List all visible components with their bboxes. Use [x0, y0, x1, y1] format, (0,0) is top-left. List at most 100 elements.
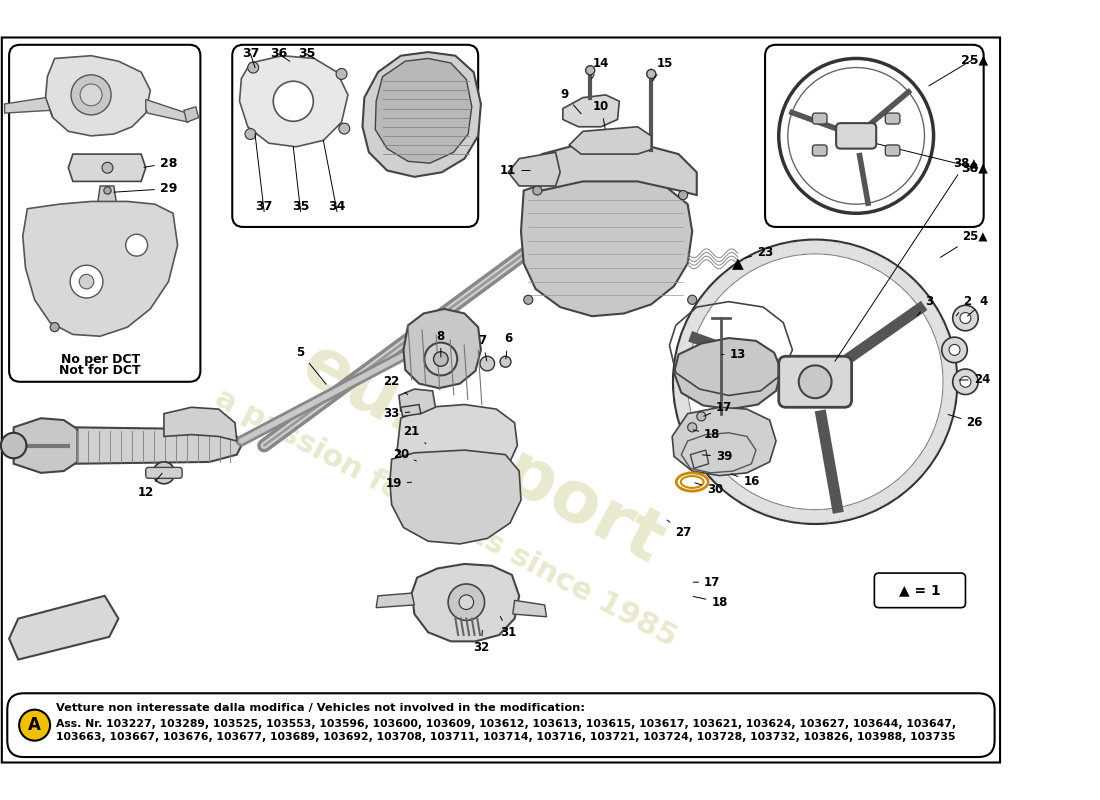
Polygon shape [936, 334, 952, 349]
Text: No per DCT: No per DCT [60, 353, 140, 366]
FancyBboxPatch shape [8, 694, 994, 757]
Text: a passion for parts since 1985: a passion for parts since 1985 [210, 384, 682, 653]
Polygon shape [889, 480, 906, 498]
Polygon shape [23, 202, 177, 336]
Text: 26: 26 [948, 414, 982, 430]
Text: Vetture non interessate dalla modifica / Vehicles not involved in the modificati: Vetture non interessate dalla modifica /… [56, 703, 585, 714]
Text: 18: 18 [693, 428, 720, 441]
Circle shape [942, 337, 967, 362]
Polygon shape [68, 154, 145, 182]
Text: 15: 15 [652, 57, 673, 81]
Polygon shape [521, 177, 692, 316]
Text: ▲ = 1: ▲ = 1 [899, 583, 940, 598]
Text: 14: 14 [592, 57, 609, 79]
Circle shape [248, 62, 258, 73]
Circle shape [448, 584, 484, 621]
FancyBboxPatch shape [813, 145, 827, 156]
Circle shape [585, 66, 595, 75]
Polygon shape [45, 56, 151, 136]
Polygon shape [164, 407, 236, 441]
Polygon shape [240, 56, 348, 146]
FancyBboxPatch shape [232, 45, 478, 227]
Polygon shape [676, 404, 691, 418]
Polygon shape [906, 464, 923, 482]
Polygon shape [513, 600, 547, 617]
Text: 38▲: 38▲ [961, 162, 988, 174]
Text: 5: 5 [296, 346, 326, 384]
Polygon shape [767, 246, 782, 261]
Polygon shape [926, 436, 943, 452]
Circle shape [480, 356, 495, 371]
Polygon shape [779, 506, 793, 521]
Circle shape [949, 345, 960, 355]
Polygon shape [913, 291, 931, 308]
Text: 20: 20 [393, 448, 417, 461]
Polygon shape [859, 498, 874, 514]
Polygon shape [400, 405, 421, 416]
Circle shape [102, 162, 113, 174]
Text: A: A [29, 716, 41, 734]
Circle shape [51, 322, 59, 332]
Polygon shape [376, 593, 415, 608]
Text: 28: 28 [144, 157, 177, 170]
Text: 32: 32 [473, 630, 490, 654]
Circle shape [960, 313, 971, 323]
Polygon shape [715, 473, 733, 490]
Circle shape [688, 422, 696, 432]
Polygon shape [932, 426, 948, 442]
Polygon shape [4, 98, 53, 118]
Polygon shape [939, 346, 954, 359]
FancyBboxPatch shape [2, 38, 1000, 762]
Polygon shape [815, 241, 827, 254]
Text: 17: 17 [704, 401, 733, 416]
Polygon shape [13, 418, 77, 473]
Text: 24: 24 [959, 374, 990, 386]
Polygon shape [943, 370, 956, 382]
Polygon shape [9, 596, 119, 659]
Circle shape [70, 266, 103, 298]
Polygon shape [869, 254, 886, 270]
FancyBboxPatch shape [766, 45, 983, 227]
Text: 16: 16 [732, 474, 760, 489]
Circle shape [72, 75, 111, 115]
Polygon shape [848, 502, 864, 518]
Polygon shape [921, 301, 937, 318]
FancyBboxPatch shape [813, 113, 827, 124]
Polygon shape [837, 242, 851, 258]
Polygon shape [563, 95, 619, 126]
FancyBboxPatch shape [779, 356, 851, 407]
Text: 34: 34 [328, 200, 345, 214]
Circle shape [80, 84, 102, 106]
Polygon shape [674, 370, 688, 382]
Polygon shape [715, 274, 733, 291]
Polygon shape [375, 58, 472, 163]
Polygon shape [898, 473, 915, 490]
Polygon shape [869, 493, 886, 510]
Circle shape [500, 356, 512, 367]
Polygon shape [707, 464, 725, 482]
Polygon shape [779, 242, 793, 258]
Polygon shape [389, 450, 521, 544]
Polygon shape [674, 358, 689, 370]
Polygon shape [688, 436, 704, 452]
Circle shape [153, 462, 175, 484]
FancyBboxPatch shape [9, 45, 200, 382]
Polygon shape [745, 493, 761, 510]
Polygon shape [693, 301, 710, 318]
Polygon shape [936, 415, 952, 430]
Text: 22: 22 [384, 375, 408, 394]
Polygon shape [767, 502, 782, 518]
Text: 37: 37 [255, 200, 273, 214]
Text: 103663, 103667, 103676, 103677, 103689, 103692, 103708, 103711, 103714, 103716, : 103663, 103667, 103676, 103677, 103689, … [56, 733, 956, 742]
Text: 11: 11 [500, 164, 530, 177]
Circle shape [273, 82, 314, 122]
Text: Not for DCT: Not for DCT [59, 363, 141, 377]
Polygon shape [906, 282, 923, 299]
Polygon shape [725, 480, 741, 498]
Circle shape [679, 190, 688, 200]
Circle shape [953, 306, 978, 330]
Polygon shape [943, 382, 956, 394]
Polygon shape [756, 498, 771, 514]
Circle shape [524, 295, 532, 304]
Text: 2: 2 [956, 295, 971, 316]
